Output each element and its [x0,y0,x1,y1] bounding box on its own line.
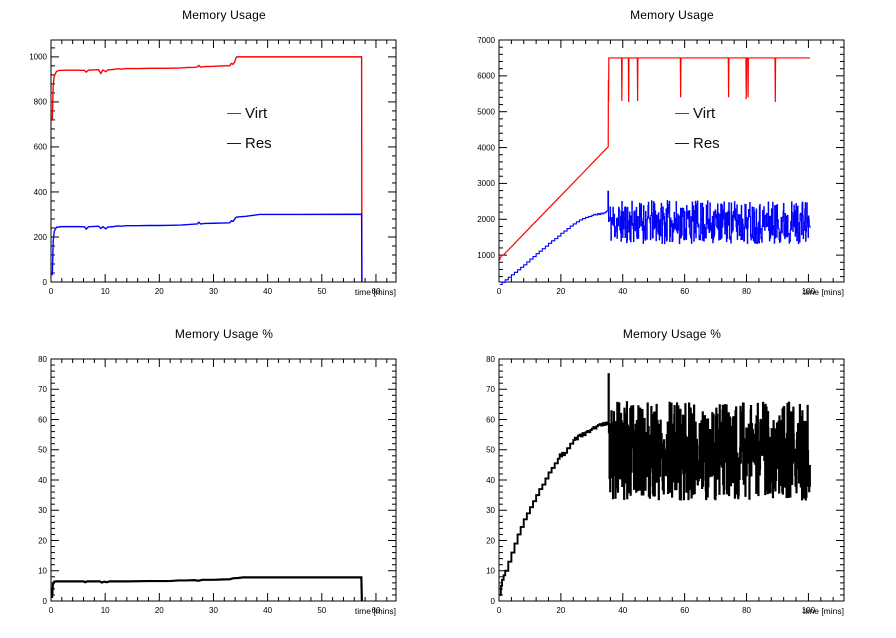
svg-text:7000: 7000 [477,36,495,45]
svg-text:0: 0 [497,287,502,296]
legend-entry-res: Res [675,128,720,158]
svg-text:40: 40 [618,287,627,296]
svg-text:10: 10 [486,567,495,576]
svg-text:1000: 1000 [477,251,495,260]
svg-text:60: 60 [680,606,689,615]
legend: Virt Res [675,98,720,158]
legend-entry-res: Res [227,128,272,158]
chart-title: Memory Usage % [174,327,274,341]
svg-text:50: 50 [486,446,495,455]
x-axis-title: time [mins] [802,287,844,297]
svg-text:80: 80 [486,355,495,364]
pad-bottom-right: 0 20 40 60 80 100 0 10 20 30 40 50 60 70 80 Memory Usa… [448,319,896,638]
svg-text:6000: 6000 [477,72,495,81]
memory-usage-pct-chart-2: 0 20 40 60 80 100 0 10 20 30 40 50 60 70 80 [486,355,845,615]
chart-title: Memory Usage [630,8,714,22]
memory-usage-pct-chart-1: 0 10 20 30 40 50 60 0 10 20 30 40 50 60 70 80 [38,355,397,615]
x-axis-title: time [mins] [354,287,396,297]
chart-title: Memory Usage [182,8,266,22]
svg-text:0: 0 [43,278,48,287]
svg-text:10: 10 [38,567,47,576]
svg-text:80: 80 [38,355,47,364]
svg-text:70: 70 [486,385,495,394]
svg-text:5000: 5000 [477,108,495,117]
svg-text:200: 200 [34,233,48,242]
svg-text:20: 20 [556,287,565,296]
svg-text:100: 100 [802,606,816,615]
svg-text:10: 10 [101,606,110,615]
virt-line-swatch [675,112,689,114]
svg-text:2000: 2000 [477,215,495,224]
svg-text:20: 20 [486,536,495,545]
svg-text:60: 60 [486,415,495,424]
x-axis-title: time [mins] [354,606,396,616]
svg-text:30: 30 [486,506,495,515]
res-line-swatch [227,142,241,144]
svg-text:0: 0 [49,606,54,615]
svg-text:50: 50 [317,287,326,296]
pad-top-left: 0 10 20 30 40 50 60 0 200 400 600 800 1000 Memory Us… [0,0,448,319]
svg-text:0: 0 [49,287,54,296]
res-line-swatch [675,142,689,144]
svg-text:50: 50 [38,446,47,455]
svg-text:40: 40 [486,476,495,485]
svg-text:40: 40 [263,287,272,296]
legend-label-res: Res [693,134,720,152]
svg-text:20: 20 [38,536,47,545]
svg-text:30: 30 [209,287,218,296]
x-axis-title: time [mins] [802,606,844,616]
svg-text:40: 40 [618,606,627,615]
svg-text:50: 50 [317,606,326,615]
svg-text:30: 30 [209,606,218,615]
svg-text:800: 800 [34,98,48,107]
svg-text:60: 60 [372,287,381,296]
virt-line-swatch [227,112,241,114]
pad-bottom-left: 0 10 20 30 40 50 60 0 10 20 30 40 50 60 70 80 Memory Us… [0,319,448,638]
svg-text:0: 0 [43,597,48,606]
legend-label-virt: Virt [245,104,268,122]
svg-text:10: 10 [101,287,110,296]
legend-entry-virt: Virt [675,98,720,128]
svg-text:60: 60 [38,415,47,424]
svg-text:600: 600 [34,143,48,152]
legend-label-res: Res [245,134,272,152]
svg-text:40: 40 [263,606,272,615]
svg-text:1000: 1000 [29,53,47,62]
svg-text:60: 60 [680,287,689,296]
svg-text:3000: 3000 [477,179,495,188]
legend-entry-virt: Virt [227,98,272,128]
svg-text:20: 20 [556,606,565,615]
svg-text:0: 0 [497,606,502,615]
svg-text:400: 400 [34,188,48,197]
svg-text:4000: 4000 [477,143,495,152]
svg-text:20: 20 [155,287,164,296]
pad-top-right: 0 20 40 60 80 100 1000 2000 3000 4000 5000 6000 7000… [448,0,896,319]
svg-text:0: 0 [491,597,496,606]
svg-text:70: 70 [38,385,47,394]
svg-text:100: 100 [802,287,816,296]
svg-text:40: 40 [38,476,47,485]
legend-label-virt: Virt [693,104,716,122]
memory-usage-chart-2: 0 20 40 60 80 100 1000 2000 3000 4000 5000 6000 7000 [477,36,845,296]
legend: Virt Res [227,98,272,158]
svg-text:20: 20 [155,606,164,615]
svg-text:30: 30 [38,506,47,515]
svg-text:80: 80 [742,606,751,615]
svg-text:60: 60 [372,606,381,615]
chart-title: Memory Usage % [622,327,722,341]
svg-text:80: 80 [742,287,751,296]
